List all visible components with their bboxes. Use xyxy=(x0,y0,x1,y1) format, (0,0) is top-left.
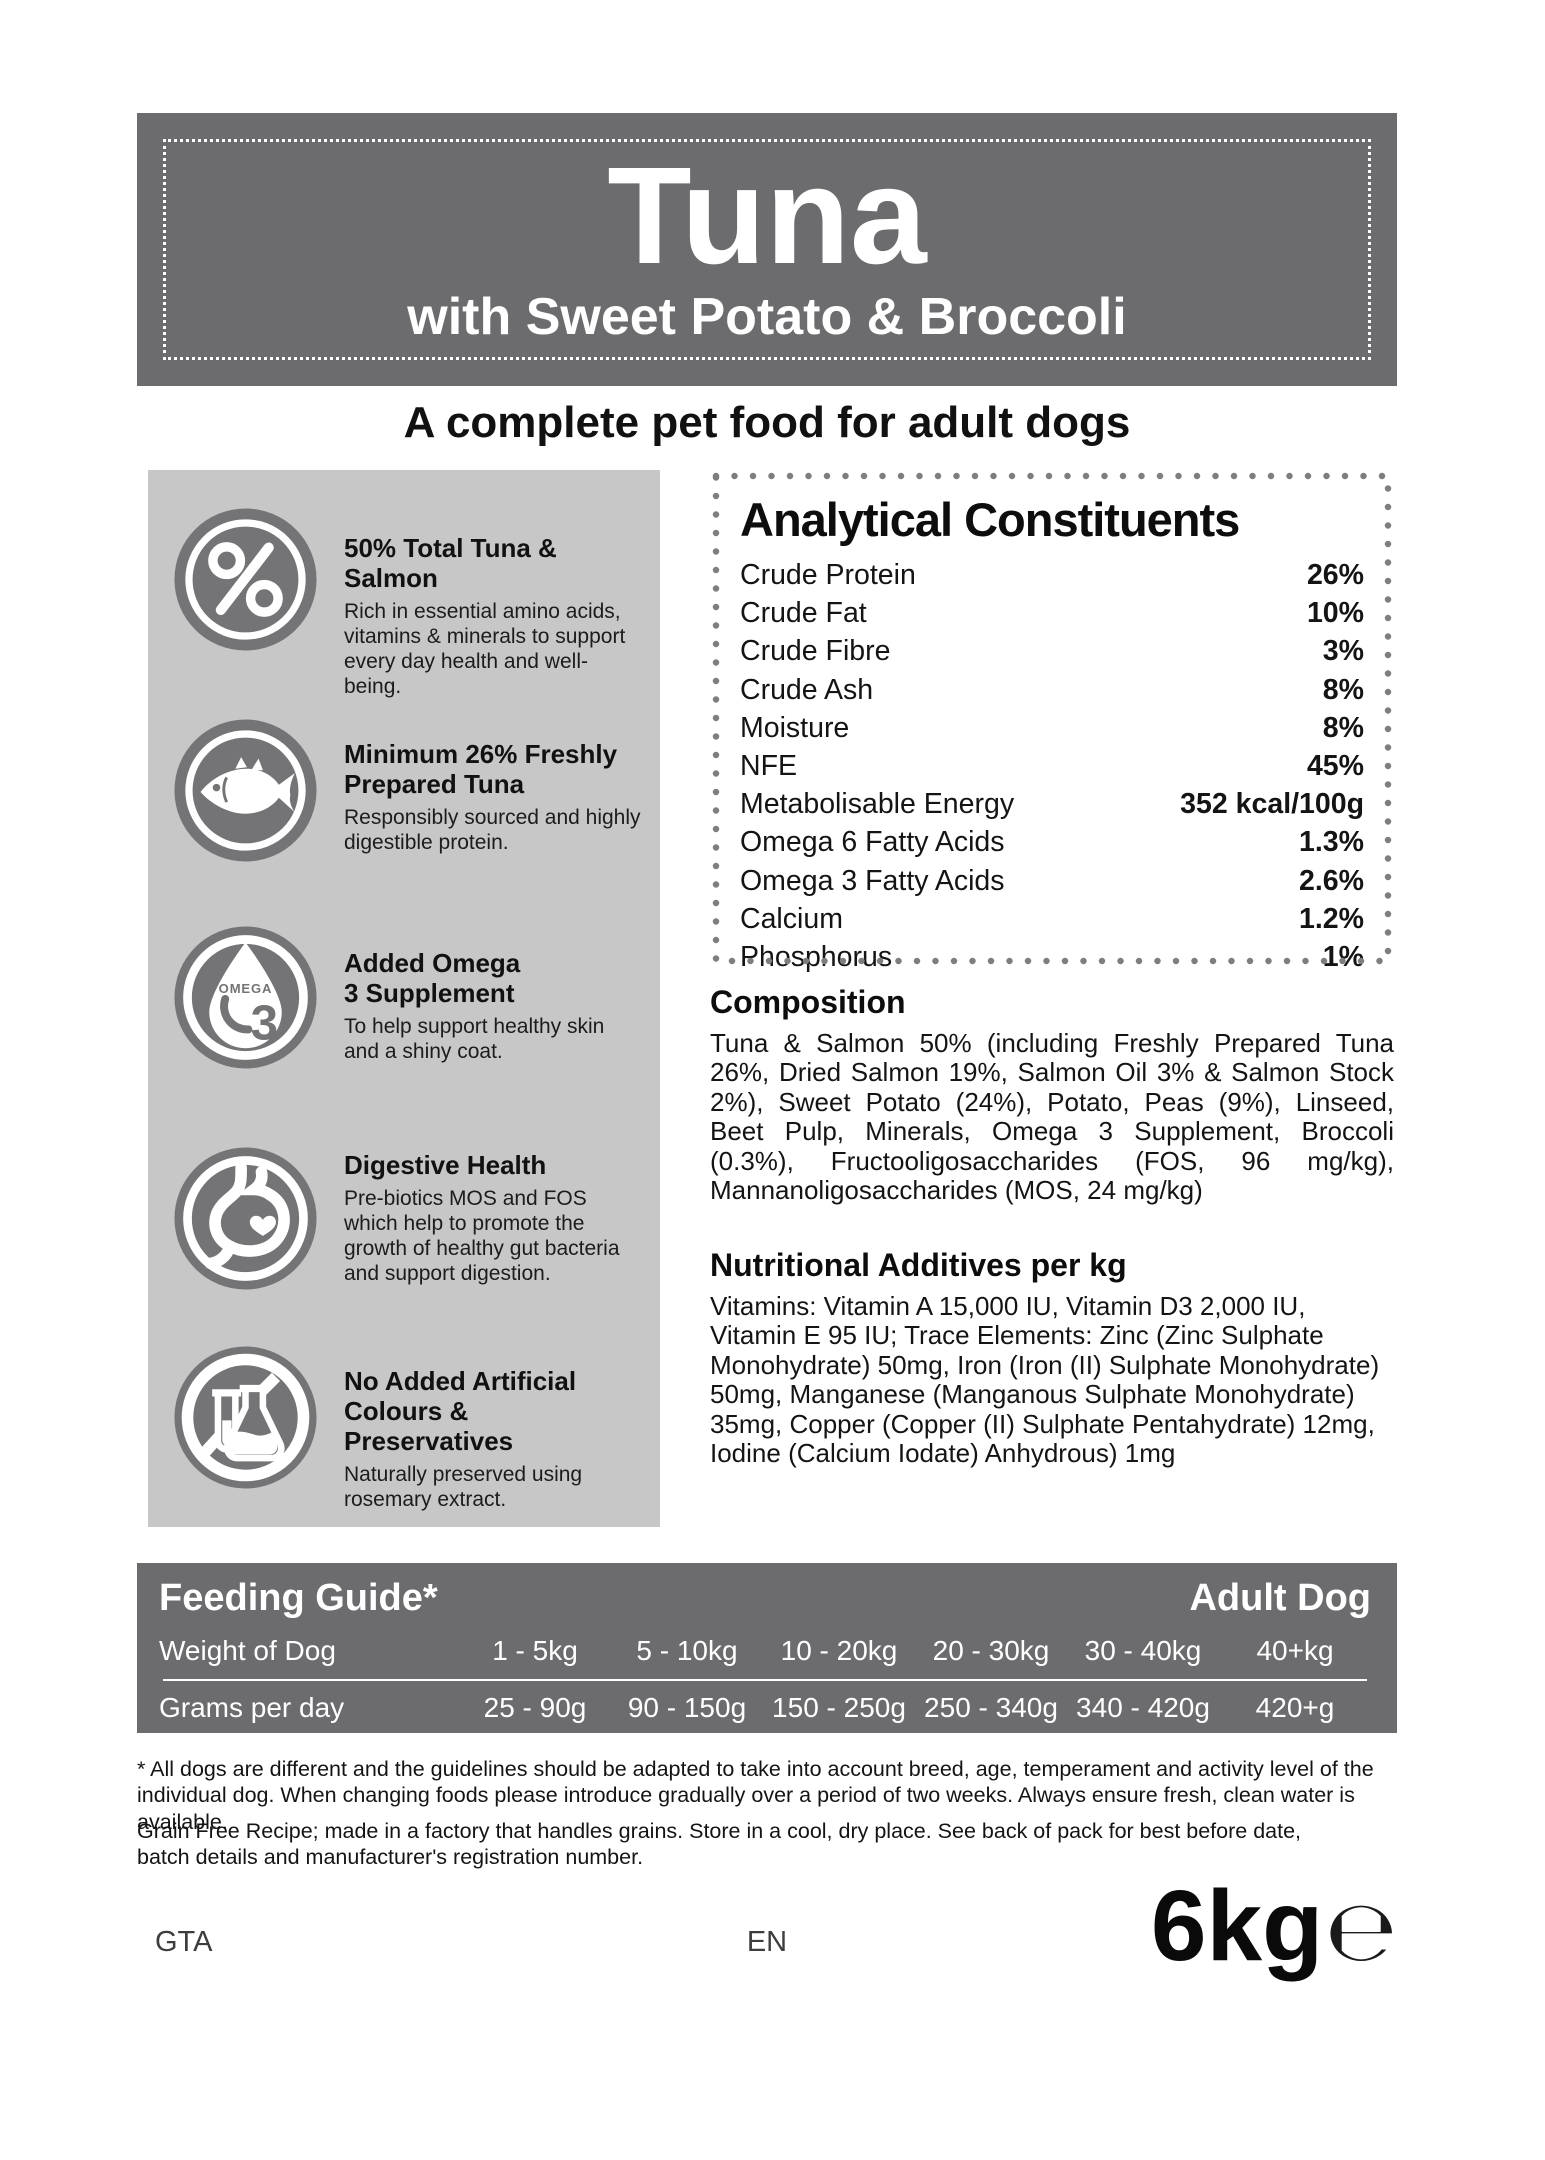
nutrient-value: 3% xyxy=(1322,635,1364,668)
nutrient-value: 45% xyxy=(1306,749,1364,782)
nutrient-value: 8% xyxy=(1322,673,1364,706)
nutrient-value: 8% xyxy=(1322,711,1364,744)
fish-icon xyxy=(173,718,318,863)
analytical-row: Phosphorus 1% xyxy=(740,941,1364,979)
nutrient-label: Phosphorus xyxy=(740,940,893,973)
feature-title: Added Omega 3 Supplement xyxy=(344,948,521,1008)
grams-cell: 90 - 150g xyxy=(627,1692,747,1723)
analytical-row: Omega 6 Fatty Acids 1.3% xyxy=(740,826,1364,864)
tagline: A complete pet food for adult dogs xyxy=(403,398,1131,447)
analytical-row: Crude Protein 26% xyxy=(740,559,1364,597)
grams-cell: 340 - 420g xyxy=(1076,1692,1210,1723)
nutrient-label: Moisture xyxy=(740,711,850,744)
stomach-heart-icon xyxy=(173,1146,318,1291)
feeding-guide-header: Feeding Guide* Adult Dog xyxy=(159,1577,1371,1620)
weight-cell: 30 - 40kg xyxy=(1084,1635,1202,1666)
grams-row: Grams per day 25 - 90g 90 - 150g 150 - 2… xyxy=(159,1692,1371,1724)
feature-tuna-salmon: 50% Total Tuna & Salmon Rich in essentia… xyxy=(344,533,644,700)
analytical-row: Moisture 8% xyxy=(740,712,1364,750)
svg-text:OMEGA: OMEGA xyxy=(219,981,273,996)
grams-cell: 420+g xyxy=(1255,1692,1335,1723)
feeding-guide-subject: Adult Dog xyxy=(1189,1577,1371,1619)
svg-text:3: 3 xyxy=(251,996,278,1051)
weight-cell: 1 - 5kg xyxy=(492,1635,578,1666)
feature-title: 50% Total Tuna & Salmon xyxy=(344,533,557,593)
feature-digestive-health: Digestive Health Pre-biotics MOS and FOS… xyxy=(344,1150,644,1287)
nutrient-label: NFE xyxy=(740,749,797,782)
weight-row-label: Weight of Dog xyxy=(159,1635,336,1666)
header-banner: Tuna with Sweet Potato & Broccoli xyxy=(137,113,1397,386)
additives-title: Nutritional Additives per kg xyxy=(710,1247,1127,1283)
feature-description: Rich in essential amino acids, vitamins … xyxy=(344,599,626,699)
nutrient-label: Crude Fibre xyxy=(740,635,891,668)
omega3-droplet-icon: OMEGA 3 xyxy=(173,925,318,1070)
feature-title: Digestive Health xyxy=(344,1150,547,1180)
weight-row: Weight of Dog 1 - 5kg 5 - 10kg 10 - 20kg… xyxy=(159,1635,1371,1667)
nutrient-label: Crude Ash xyxy=(740,673,874,706)
grams-cell: 250 - 340g xyxy=(924,1692,1058,1723)
nutrient-value: 26% xyxy=(1306,559,1364,591)
nutrient-value: 1.3% xyxy=(1299,826,1364,859)
storage-footnote: Grain Free Recipe; made in a factory tha… xyxy=(137,1819,1302,1870)
no-flask-icon xyxy=(173,1345,318,1490)
nutrient-label: Omega 3 Fatty Acids xyxy=(740,864,1005,897)
feature-description: Pre-biotics MOS and FOS which help to pr… xyxy=(344,1186,620,1286)
analytical-row: Metabolisable Energy 352 kcal/100g xyxy=(740,788,1364,826)
analytical-row: Calcium 1.2% xyxy=(740,903,1364,941)
grams-cell: 25 - 90g xyxy=(483,1692,587,1723)
weight-cell: 40+kg xyxy=(1256,1635,1334,1666)
analytical-row: Crude Ash 8% xyxy=(740,674,1364,712)
feature-omega3: Added Omega 3 Supplement To help support… xyxy=(344,948,644,1064)
nutrient-value: 2.6% xyxy=(1299,864,1364,897)
product-title: Tuna xyxy=(607,138,927,293)
analytical-row: Omega 3 Fatty Acids 2.6% xyxy=(740,865,1364,903)
estimated-sign-icon: ℮ xyxy=(1325,1882,1397,1980)
feeding-guide-footnote: * All dogs are different and the guideli… xyxy=(137,1757,1374,1834)
weight-cell: 20 - 30kg xyxy=(932,1635,1050,1666)
nutrient-label: Crude Fat xyxy=(740,597,867,630)
grams-cell: 150 - 250g xyxy=(772,1692,906,1723)
feeding-guide-title: Feeding Guide* xyxy=(159,1577,438,1619)
composition-section: Composition Tuna & Salmon 50% (including… xyxy=(710,984,1394,1205)
features-panel: 50% Total Tuna & Salmon Rich in essentia… xyxy=(148,470,660,1527)
nutrient-value: 10% xyxy=(1306,597,1364,630)
feature-title: Minimum 26% Freshly Prepared Tuna xyxy=(344,739,618,799)
net-weight: 6kg ℮ xyxy=(1151,1876,1397,1980)
feature-description: Responsibly sourced and highly digestibl… xyxy=(344,805,641,854)
nutrient-label: Metabolisable Energy xyxy=(740,788,1015,821)
feature-description: Naturally preserved using rosemary extra… xyxy=(344,1462,583,1511)
feature-title: No Added Artificial Colours & Preservati… xyxy=(344,1366,577,1456)
weight-value: 6kg xyxy=(1150,1870,1324,1982)
additives-body: Vitamins: Vitamin A 15,000 IU, Vitamin D… xyxy=(710,1291,1380,1468)
nutrient-label: Calcium xyxy=(740,902,843,935)
analytical-title: Analytical Constituents xyxy=(740,493,1240,546)
feeding-guide-divider xyxy=(163,1679,1367,1681)
feeding-guide-table: Feeding Guide* Adult Dog Weight of Dog 1… xyxy=(137,1563,1397,1733)
nutrient-value: 352 kcal/100g xyxy=(1180,788,1364,821)
weight-cell: 10 - 20kg xyxy=(780,1635,898,1666)
additives-section: Nutritional Additives per kg Vitamins: V… xyxy=(710,1247,1394,1468)
analytical-row: NFE 45% xyxy=(740,750,1364,788)
analytical-row: Crude Fat 10% xyxy=(740,597,1364,635)
weight-cell: 5 - 10kg xyxy=(636,1635,738,1666)
nutrient-value: 1.2% xyxy=(1299,902,1364,935)
nutrient-value: 1% xyxy=(1322,940,1364,973)
batch-code: GTA xyxy=(155,1926,213,1958)
product-subtitle: with Sweet Potato & Broccoli xyxy=(407,287,1127,346)
feature-freshly-prepared: Minimum 26% Freshly Prepared Tuna Respon… xyxy=(344,739,644,855)
percent-icon xyxy=(173,507,318,652)
analytical-constituents-panel: Analytical Constituents Crude Protein 26%… xyxy=(710,470,1394,973)
grams-row-label: Grams per day xyxy=(159,1692,345,1723)
composition-title: Composition xyxy=(710,984,906,1020)
nutrient-label: Crude Protein xyxy=(740,559,916,591)
composition-body: Tuna & Salmon 50% (including Freshly Pre… xyxy=(710,1028,1394,1205)
nutrient-label: Omega 6 Fatty Acids xyxy=(740,826,1005,859)
language-code: EN xyxy=(746,1926,788,1958)
analytical-row: Crude Fibre 3% xyxy=(740,635,1364,673)
feature-description: To help support healthy skin and a shiny… xyxy=(344,1014,605,1063)
feature-no-artificial: No Added Artificial Colours & Preservati… xyxy=(344,1366,644,1512)
